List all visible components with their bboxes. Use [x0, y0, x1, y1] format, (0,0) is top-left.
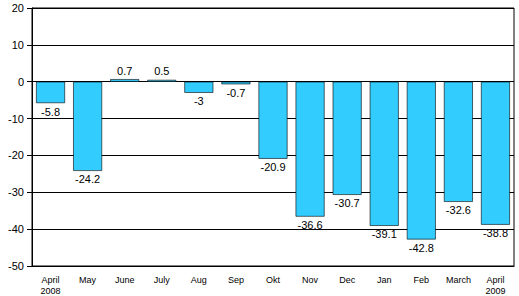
svg-text:-39.1: -39.1 — [372, 228, 397, 240]
svg-text:Okt: Okt — [266, 275, 281, 285]
svg-text:-20.9: -20.9 — [260, 161, 285, 173]
svg-text:July: July — [154, 275, 171, 285]
svg-text:April: April — [42, 275, 60, 285]
svg-text:March: March — [446, 275, 471, 285]
svg-text:April: April — [486, 275, 504, 285]
svg-text:Aug: Aug — [191, 275, 207, 285]
svg-text:10: 10 — [12, 39, 24, 51]
svg-text:-30: -30 — [8, 186, 24, 198]
svg-text:0.5: 0.5 — [154, 65, 169, 77]
svg-text:Nov: Nov — [302, 275, 319, 285]
svg-text:-32.6: -32.6 — [446, 204, 471, 216]
svg-text:-3: -3 — [194, 95, 204, 107]
svg-text:-36.6: -36.6 — [298, 219, 323, 231]
svg-text:-42.8: -42.8 — [409, 242, 434, 254]
svg-text:20: 20 — [12, 2, 24, 14]
svg-text:-40: -40 — [8, 223, 24, 235]
svg-text:-0.7: -0.7 — [226, 87, 245, 99]
svg-text:0.7: 0.7 — [117, 65, 132, 77]
svg-text:2008: 2008 — [41, 286, 61, 296]
svg-text:-10: -10 — [8, 113, 24, 125]
svg-text:Sep: Sep — [228, 275, 244, 285]
svg-text:-20: -20 — [8, 149, 24, 161]
svg-text:June: June — [115, 275, 135, 285]
svg-text:0: 0 — [18, 76, 24, 88]
svg-text:Dec: Dec — [339, 275, 356, 285]
svg-text:2009: 2009 — [485, 286, 505, 296]
svg-text:May: May — [79, 275, 97, 285]
svg-text:Jan: Jan — [377, 275, 392, 285]
svg-text:-5.8: -5.8 — [41, 106, 60, 118]
svg-text:-50: -50 — [8, 260, 24, 272]
svg-text:-30.7: -30.7 — [335, 197, 360, 209]
svg-text:Feb: Feb — [414, 275, 430, 285]
svg-text:-38.8: -38.8 — [483, 227, 508, 239]
svg-text:-24.2: -24.2 — [75, 173, 100, 185]
